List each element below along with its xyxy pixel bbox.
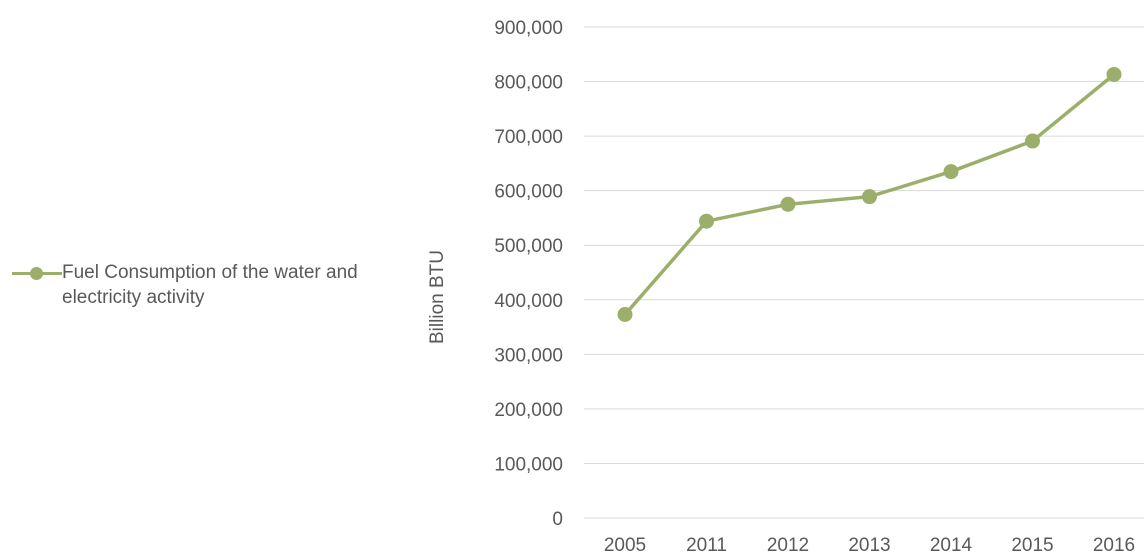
legend-label: Fuel Consumption of the water and electr… <box>62 262 358 308</box>
x-tick-label: 2012 <box>767 535 809 556</box>
data-point <box>1106 66 1122 82</box>
x-tick-label: 2016 <box>1093 535 1135 556</box>
y-tick-label: 600,000 <box>494 182 563 203</box>
y-tick-label: 400,000 <box>494 291 563 312</box>
y-tick-label: 0 <box>552 509 563 530</box>
x-tick-label: 2015 <box>1011 535 1053 556</box>
y-tick-label: 700,000 <box>494 127 563 148</box>
legend-line-marker <box>12 260 62 286</box>
data-point <box>617 307 633 323</box>
y-tick-label: 200,000 <box>494 400 563 421</box>
data-point <box>1025 133 1040 149</box>
y-tick-label: 900,000 <box>494 18 563 39</box>
data-point <box>699 213 714 229</box>
data-point <box>943 164 959 180</box>
x-tick-label: 2005 <box>604 535 646 556</box>
x-tick-label: 2014 <box>930 535 973 556</box>
y-tick-label: 800,000 <box>494 73 563 94</box>
legend: Fuel Consumption of the water and electr… <box>12 260 407 310</box>
legend-dot-marker <box>30 267 43 280</box>
y-tick-label: 100,000 <box>494 454 563 475</box>
y-tick-label: 300,000 <box>494 345 563 366</box>
x-tick-label: 2013 <box>848 535 890 556</box>
x-tick-label: 2011 <box>686 535 727 556</box>
data-point <box>780 196 796 212</box>
y-tick-label: 500,000 <box>494 236 563 257</box>
data-point <box>862 189 877 205</box>
